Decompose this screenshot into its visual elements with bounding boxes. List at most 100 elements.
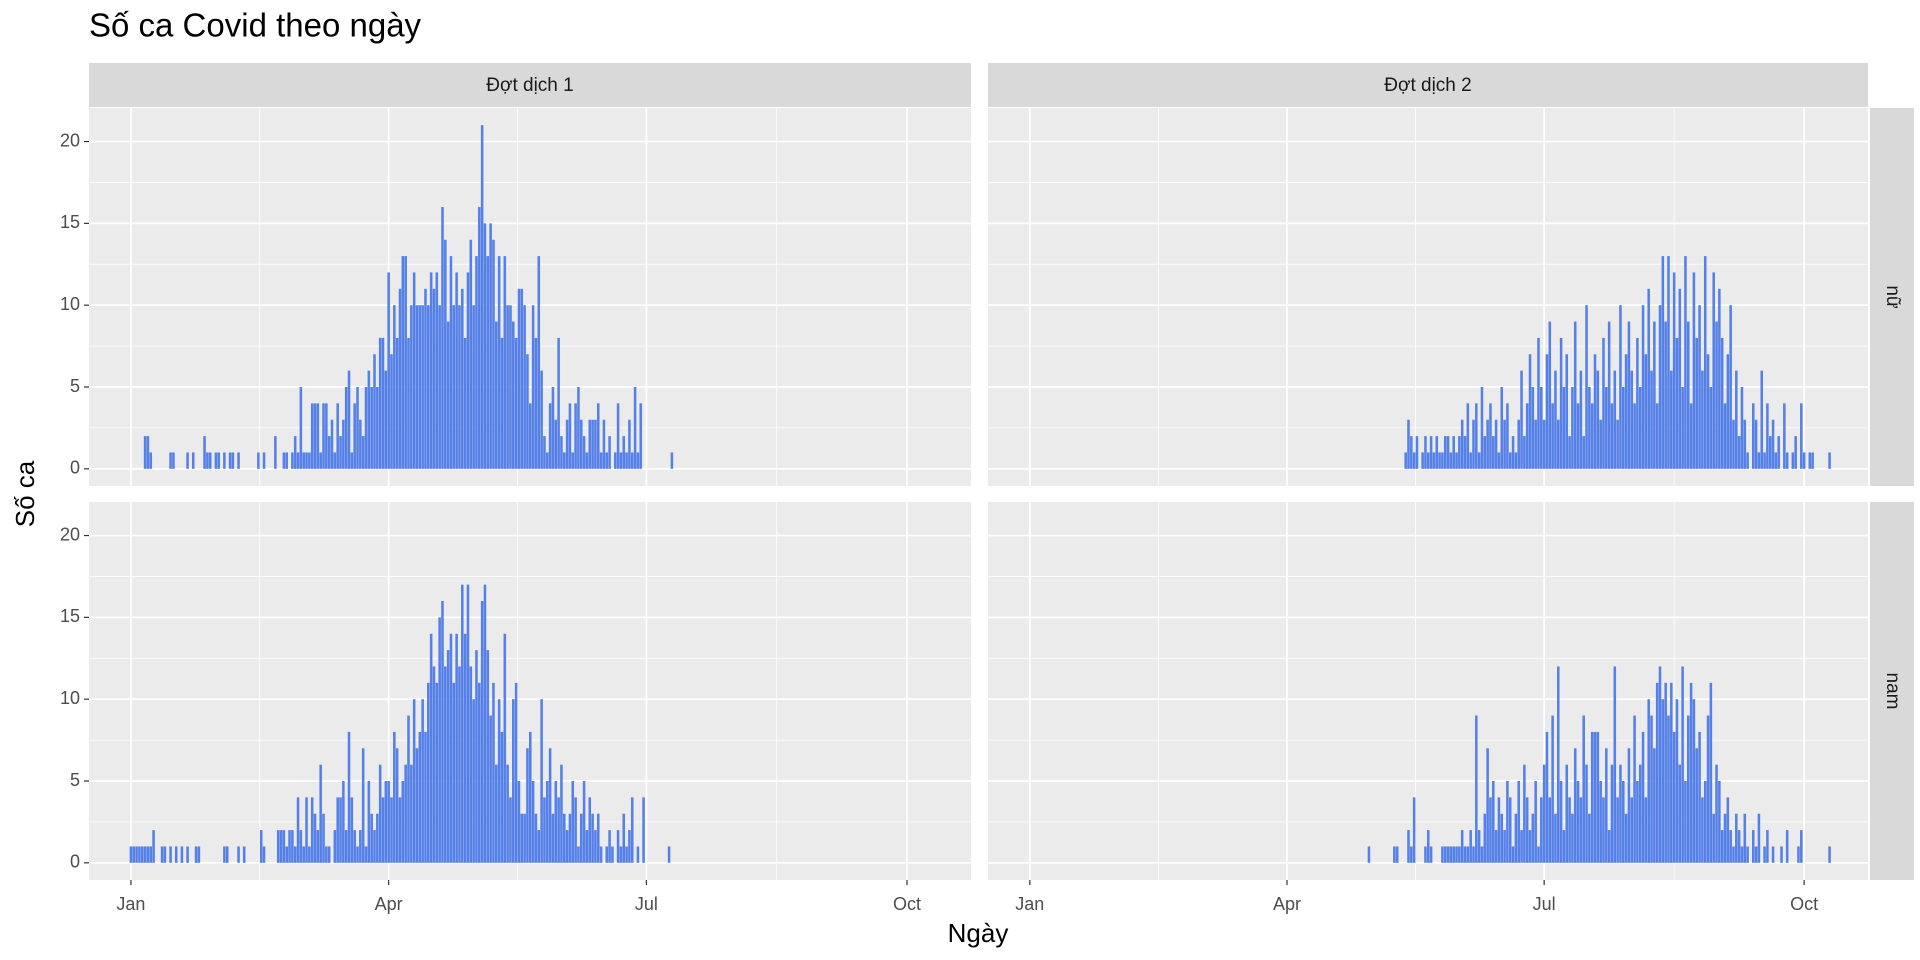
bar (1627, 748, 1631, 863)
bar (1520, 830, 1523, 863)
bar (299, 830, 303, 863)
bar (1638, 387, 1642, 469)
bar (288, 830, 291, 863)
bar (1698, 731, 1701, 863)
bar (625, 452, 628, 469)
bar (1483, 813, 1487, 863)
bar (1622, 781, 1625, 863)
bar (1410, 846, 1413, 863)
bar (1500, 387, 1504, 469)
bar (262, 452, 266, 469)
bar (1404, 452, 1407, 469)
bar (1763, 452, 1766, 469)
bar (1469, 452, 1472, 469)
bar (1525, 797, 1529, 863)
bar (1568, 436, 1571, 469)
bar (1568, 797, 1571, 863)
bar (223, 452, 226, 469)
bar (1514, 813, 1518, 863)
bar (327, 846, 331, 863)
bar (1650, 370, 1653, 469)
bar (599, 452, 603, 469)
bar (1808, 452, 1812, 469)
bar (1732, 419, 1735, 469)
bar (1588, 813, 1591, 863)
bar (506, 764, 509, 863)
x-tick-label: Jan (1015, 894, 1044, 914)
bar (1794, 436, 1797, 469)
bar (605, 846, 609, 863)
bar (1709, 682, 1713, 863)
bar (1650, 715, 1653, 863)
bar (1644, 797, 1648, 863)
bar (1548, 321, 1552, 469)
bar (639, 403, 643, 469)
bar (160, 846, 164, 863)
bar (421, 699, 424, 863)
bar (596, 813, 600, 863)
bar (359, 419, 362, 469)
bar (356, 846, 359, 863)
bar (387, 781, 390, 863)
bar (282, 830, 286, 863)
bar (1497, 452, 1501, 469)
bar (285, 846, 288, 863)
bar (1486, 748, 1489, 863)
bar (223, 846, 226, 863)
bar (412, 272, 416, 469)
bar (336, 403, 339, 469)
bar (364, 846, 368, 863)
bar (302, 452, 305, 469)
bar (172, 452, 175, 469)
bar (472, 305, 475, 469)
bar (163, 846, 167, 863)
bar (293, 436, 297, 469)
bar (1559, 781, 1563, 863)
bar (316, 403, 320, 469)
bar (1774, 452, 1778, 469)
bar (231, 452, 235, 469)
bar (1644, 354, 1648, 469)
bar (344, 387, 348, 469)
bar (305, 797, 308, 863)
bar (594, 419, 597, 469)
bar (1576, 781, 1580, 863)
bar (381, 797, 385, 863)
bar (135, 846, 138, 863)
bar (546, 452, 549, 469)
bar (1661, 699, 1665, 863)
bar (619, 452, 623, 469)
bar (591, 813, 594, 863)
bar (1686, 321, 1690, 469)
bar (503, 256, 507, 469)
bar (1537, 337, 1540, 469)
bar (129, 846, 133, 863)
bar (308, 846, 311, 863)
bar (1720, 830, 1724, 863)
bar (1780, 846, 1783, 863)
bar (1743, 813, 1747, 863)
bar (537, 256, 541, 469)
bar (1735, 370, 1738, 469)
bar (667, 846, 671, 863)
bar (322, 403, 325, 469)
bar (1647, 288, 1650, 469)
bar (458, 666, 461, 863)
bar (1672, 731, 1676, 863)
bar (472, 699, 475, 863)
bar (1489, 797, 1492, 863)
bar (149, 846, 153, 863)
bar (367, 781, 371, 863)
chart-title: Số ca Covid theo ngày (89, 7, 422, 44)
bar (1732, 846, 1735, 863)
bar (551, 813, 555, 863)
bar (579, 813, 583, 863)
y-axis-title: Số ca (10, 460, 40, 527)
bar (1655, 682, 1659, 863)
bar (1777, 436, 1780, 469)
bar (262, 846, 266, 863)
bar (1610, 403, 1614, 469)
bar (282, 452, 286, 469)
bar (1658, 305, 1662, 469)
bar (557, 337, 560, 469)
